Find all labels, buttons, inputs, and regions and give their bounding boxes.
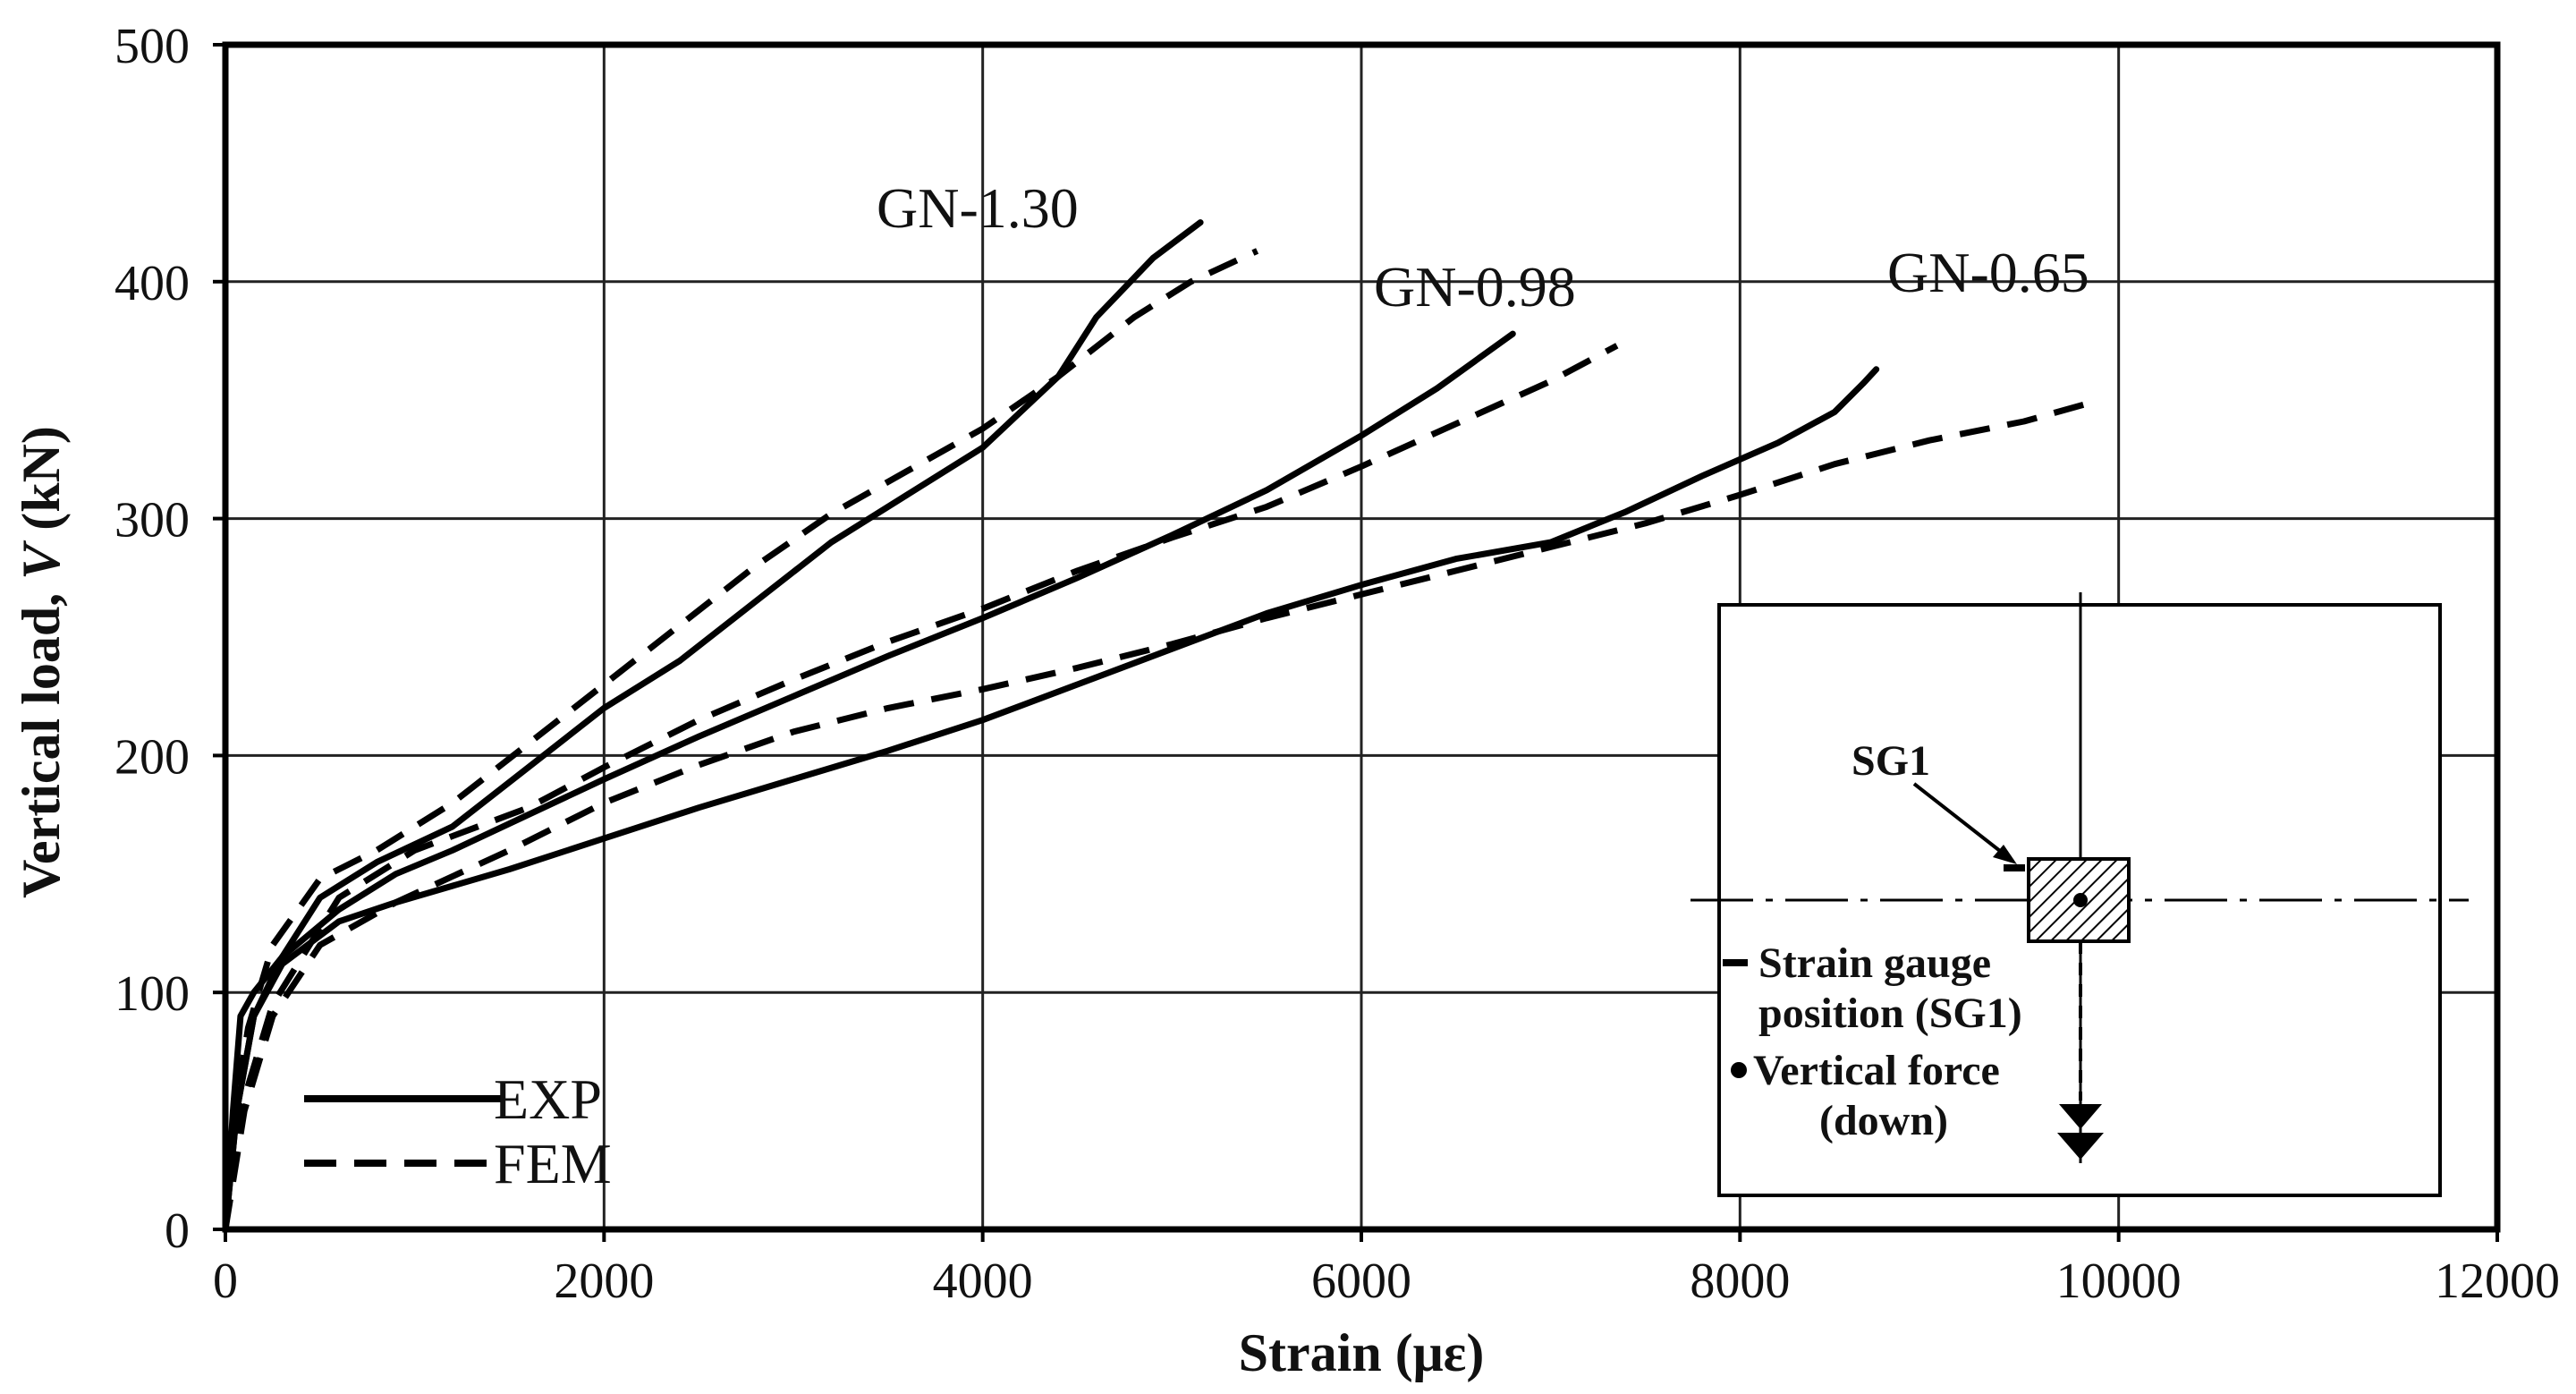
x-tick-label: 2000	[554, 1254, 654, 1309]
x-tick-label: 6000	[1311, 1254, 1411, 1309]
sg1-arrow	[1912, 782, 2014, 863]
y-tick-label: 0	[165, 1203, 190, 1259]
strain-gauge-mark	[2004, 864, 2025, 871]
strain-gauge-label-line2: position (SG1)	[1758, 990, 2022, 1037]
sg1-arrowhead	[1993, 845, 2017, 864]
sg1-label: SG1	[1852, 737, 1930, 785]
x-axis-title: Strain (με)	[1239, 1323, 1485, 1382]
tick-labels: 0 2000 4000 6000 8000 10000 12000 0 100 200 300 400…	[114, 19, 2560, 1309]
force-label-line1: Vertical force	[1753, 1047, 2000, 1094]
series-layer	[222, 219, 2101, 1233]
series-gn-1-30-fem	[222, 248, 1259, 1230]
column-center-dot	[2073, 893, 2088, 907]
curve-label-gn-1-30: GN-1.30	[877, 176, 1079, 240]
down-arrow-icon	[2059, 1104, 2102, 1129]
legend-exp-label: EXP	[494, 1067, 602, 1131]
y-tick-label: 100	[114, 966, 190, 1022]
x-tick-label: 12000	[2435, 1254, 2560, 1309]
y-axis-title: Vertical load, V (kN)	[12, 426, 71, 898]
series-gn-1-30-exp	[222, 219, 1204, 1233]
strain-gauge-label-line1: Strain gauge	[1758, 939, 1991, 987]
series-gn-0-98-exp	[222, 330, 1516, 1233]
y-tick-label: 300	[114, 493, 190, 548]
x-tick-label: 0	[213, 1254, 238, 1309]
force-label-line2: (down)	[1819, 1097, 1948, 1144]
legend-fem-label: FEM	[494, 1132, 612, 1195]
legend: EXP FEM	[304, 1067, 612, 1195]
curve-label-gn-0-65: GN-0.65	[1887, 241, 2089, 304]
y-tick-label: 200	[114, 729, 190, 785]
x-tick-label: 4000	[933, 1254, 1033, 1309]
x-tick-label: 10000	[2056, 1254, 2182, 1309]
y-tick-label: 500	[114, 19, 190, 74]
strain-gauge-legend-mark	[1723, 959, 1748, 966]
curve-label-gn-0-98: GN-0.98	[1374, 255, 1576, 319]
down-arrow-icon-2	[2057, 1133, 2104, 1160]
y-tick-label: 400	[114, 256, 190, 311]
series-gn-0-65-exp	[222, 366, 1880, 1233]
plot-frame	[222, 41, 2501, 1233]
inset-diagram: SG1 Strain gauge position (SG1) Vertical…	[1690, 592, 2469, 1197]
x-tick-label: 8000	[1690, 1254, 1790, 1309]
force-legend-dot	[1731, 1062, 1747, 1078]
series-gn-0-65-fem	[222, 396, 2101, 1230]
